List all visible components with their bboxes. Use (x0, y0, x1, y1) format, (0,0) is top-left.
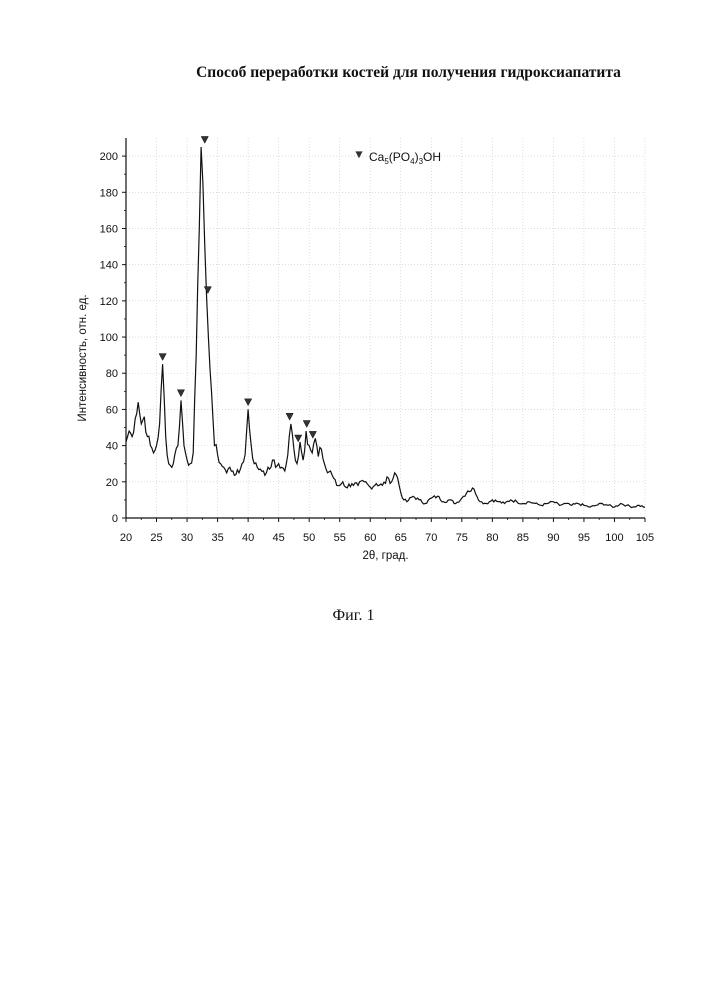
figure-caption: Фиг. 1 (0, 607, 707, 625)
peak-markers (159, 136, 316, 441)
y-tick-label: 160 (100, 223, 118, 235)
legend-label-part: Ca (369, 150, 385, 164)
y-axis-title: Интенсивность, отн. ед. (77, 294, 89, 421)
peak-marker (201, 136, 208, 143)
x-tick-label: 95 (578, 532, 590, 544)
y-tick-label: 0 (112, 513, 118, 525)
legend: Ca5(PO4)3OH (355, 150, 441, 166)
x-tick-label: 30 (181, 532, 193, 544)
x-axis-title: 2θ, град. (362, 550, 408, 562)
peak-marker (295, 435, 302, 442)
x-tick-label: 35 (211, 532, 223, 544)
x-tick-label: 25 (150, 532, 162, 544)
y-tick-label: 60 (106, 404, 118, 416)
x-tick-label: 80 (486, 532, 498, 544)
y-tick-label: 100 (100, 332, 118, 344)
peak-marker (309, 431, 316, 438)
y-tick-label: 200 (100, 151, 118, 163)
peak-marker (177, 390, 184, 397)
x-tick-label: 75 (456, 532, 468, 544)
y-tick-label: 20 (106, 477, 118, 489)
x-tick-label: 90 (547, 532, 559, 544)
x-tick-label: 40 (242, 532, 254, 544)
legend-label: Ca5(PO4)3OH (369, 150, 441, 166)
peak-marker (159, 354, 166, 361)
y-tick-label: 120 (100, 296, 118, 308)
x-tick-label: 85 (517, 532, 529, 544)
y-tick-label: 180 (100, 187, 118, 199)
peak-marker (286, 413, 293, 420)
legend-label-part: OH (423, 150, 441, 164)
peak-marker (204, 287, 211, 294)
x-tick-label: 105 (636, 532, 654, 544)
y-tick-label: 140 (100, 260, 118, 272)
x-tick-label: 20 (120, 532, 132, 544)
x-tick-label: 65 (395, 532, 407, 544)
legend-label-part: (PO (389, 150, 410, 164)
y-tick-label: 80 (106, 368, 118, 380)
x-tick-label: 45 (273, 532, 285, 544)
x-tick-label: 60 (364, 532, 376, 544)
x-tick-label: 70 (425, 532, 437, 544)
legend-marker-icon (355, 151, 362, 158)
series-line (126, 147, 645, 508)
x-tick-label: 100 (605, 532, 623, 544)
x-tick-label: 50 (303, 532, 315, 544)
x-tick-label: 55 (334, 532, 346, 544)
peak-marker (245, 399, 252, 406)
y-tick-label: 40 (106, 441, 118, 453)
